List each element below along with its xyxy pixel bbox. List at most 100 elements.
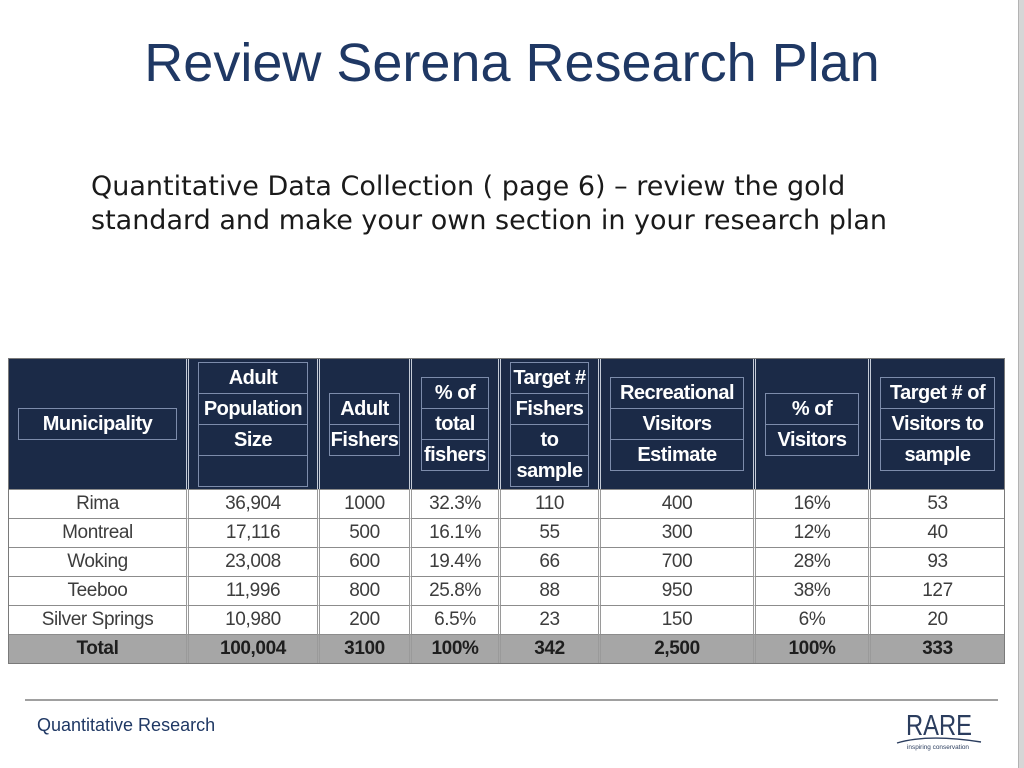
table-row: Silver Springs 10,980 200 6.5% 23 150 6% 20 [9, 605, 1004, 634]
column-header-1: Municipality [9, 359, 186, 489]
table-row: Montreal 17,116 500 16.1% 55 300 12% 40 [9, 518, 1004, 547]
table-cell: 2,500 [598, 634, 753, 663]
table-cell: 93 [868, 547, 1004, 576]
table-cell: 200 [317, 605, 409, 634]
table-cell: 12% [753, 518, 868, 547]
table-cell: 55 [498, 518, 598, 547]
table-cell: 100,004 [186, 634, 317, 663]
body-text: Quantitative Data Collection ( page 6) –… [91, 170, 991, 238]
column-header-box: Target # Fishers to sample [510, 361, 589, 487]
column-header-label: Target # [513, 366, 586, 389]
table-cell: 6.5% [409, 605, 498, 634]
row-label-cell: Montreal [9, 518, 186, 547]
column-header-3: Adult Fishers [317, 359, 409, 489]
row-label-cell: Silver Springs [9, 605, 186, 634]
table-cell: 17,116 [186, 518, 317, 547]
table-cell: 10,980 [186, 605, 317, 634]
column-header-label: sample [511, 454, 588, 486]
column-header-label: Adult [340, 397, 389, 420]
column-header-box: Target # of Visitors to sample [880, 377, 995, 471]
column-header-label: Size [199, 423, 307, 455]
table-cell: 20 [868, 605, 1004, 634]
table-cell: 19.4% [409, 547, 498, 576]
table-cell: 3100 [317, 634, 409, 663]
row-label-cell: Teeboo [9, 576, 186, 605]
column-header-label: Visitors [611, 408, 743, 439]
column-header-label: Visitors to [881, 408, 994, 439]
table-cell: 28% [753, 547, 868, 576]
table-cell: 23,008 [186, 547, 317, 576]
table-header-row: Municipality Adult Population Size Adult Fish… [9, 359, 1004, 489]
table-cell: 25.8% [409, 576, 498, 605]
table-cell: 333 [868, 634, 1004, 663]
table-cell: 800 [317, 576, 409, 605]
column-header-4: % of total fishers [409, 359, 498, 489]
column-header-5: Target # Fishers to sample [498, 359, 598, 489]
table-cell: 40 [868, 518, 1004, 547]
column-header-2: Adult Population Size [186, 359, 317, 489]
column-header-label: fishers [422, 439, 488, 470]
column-header-7: % of Visitors [753, 359, 868, 489]
table-cell: 342 [498, 634, 598, 663]
column-header-label: total [422, 408, 488, 439]
column-header-label: Fishers [330, 423, 399, 455]
column-header-label: Recreational [619, 382, 735, 404]
footer-label: Quantitative Research [37, 715, 216, 735]
logo-swoosh-icon [896, 737, 982, 744]
table-row: Woking 23,008 600 19.4% 66 700 28% 93 [9, 547, 1004, 576]
column-header-label: to [511, 423, 588, 455]
column-header-6: Recreational Visitors Estimate [598, 359, 753, 489]
table-cell: 110 [498, 489, 598, 518]
body-text-line: Quantitative Data Collection ( page 6) –… [91, 171, 846, 202]
data-table: Municipality Adult Population Size Adult Fish… [8, 358, 1005, 664]
table-row: Teeboo 11,996 800 25.8% 88 950 38% 127 [9, 576, 1004, 605]
table-cell: 11,996 [186, 576, 317, 605]
table-cell: 23 [498, 605, 598, 634]
column-header-box: % of Visitors [765, 392, 859, 456]
column-header-label: Fishers [511, 392, 588, 424]
total-row: Total 100,004 3100 100% 342 2,500 100% 333 [9, 634, 1004, 663]
table-cell: 500 [317, 518, 409, 547]
rare-logo: RARE inspiring conservation [896, 710, 982, 751]
column-header-box: % of total fishers [421, 377, 489, 471]
table-cell: 600 [317, 547, 409, 576]
table-cell: 66 [498, 547, 598, 576]
table-cell: 38% [753, 576, 868, 605]
column-header-label: % of [434, 382, 476, 404]
column-header-box: Adult Population Size [198, 361, 308, 487]
table-cell: 100% [409, 634, 498, 663]
column-header-label: Estimate [611, 439, 743, 470]
table-cell: 950 [598, 576, 753, 605]
column-header-label: Visitors [766, 423, 858, 455]
table-cell: 53 [868, 489, 1004, 518]
footer-divider [25, 699, 998, 701]
table-cell: 150 [598, 605, 753, 634]
table-cell: 32.3% [409, 489, 498, 518]
table-row: Rima 36,904 1000 32.3% 110 400 16% 53 [9, 489, 1004, 518]
table-cell: 88 [498, 576, 598, 605]
logo-wordmark: RARE [906, 710, 972, 742]
table-cell: 1000 [317, 489, 409, 518]
column-header-label: sample [881, 439, 994, 470]
table-cell: 700 [598, 547, 753, 576]
table-cell: 100% [753, 634, 868, 663]
table-cell: 6% [753, 605, 868, 634]
table-cell: 400 [598, 489, 753, 518]
column-header-label: % of [791, 397, 833, 420]
row-label-cell: Rima [9, 489, 186, 518]
table-cell: 127 [868, 576, 1004, 605]
column-header-label: Population [199, 392, 307, 424]
slide-edge [1018, 0, 1024, 768]
table-cell: 36,904 [186, 489, 317, 518]
column-header-box: Municipality [18, 408, 177, 440]
row-label-cell: Total [9, 634, 186, 663]
column-header-label: Municipality [42, 413, 153, 435]
table-body: Rima 36,904 1000 32.3% 110 400 16% 53 Montreal 17… [9, 489, 1004, 663]
slide-title: Review Serena Research Plan [144, 33, 880, 93]
row-label-cell: Woking [9, 547, 186, 576]
table-cell: 16% [753, 489, 868, 518]
column-header-8: Target # of Visitors to sample [868, 359, 1004, 489]
column-header-box: Adult Fishers [329, 392, 400, 456]
logo-tagline: inspiring conservation [907, 745, 969, 751]
